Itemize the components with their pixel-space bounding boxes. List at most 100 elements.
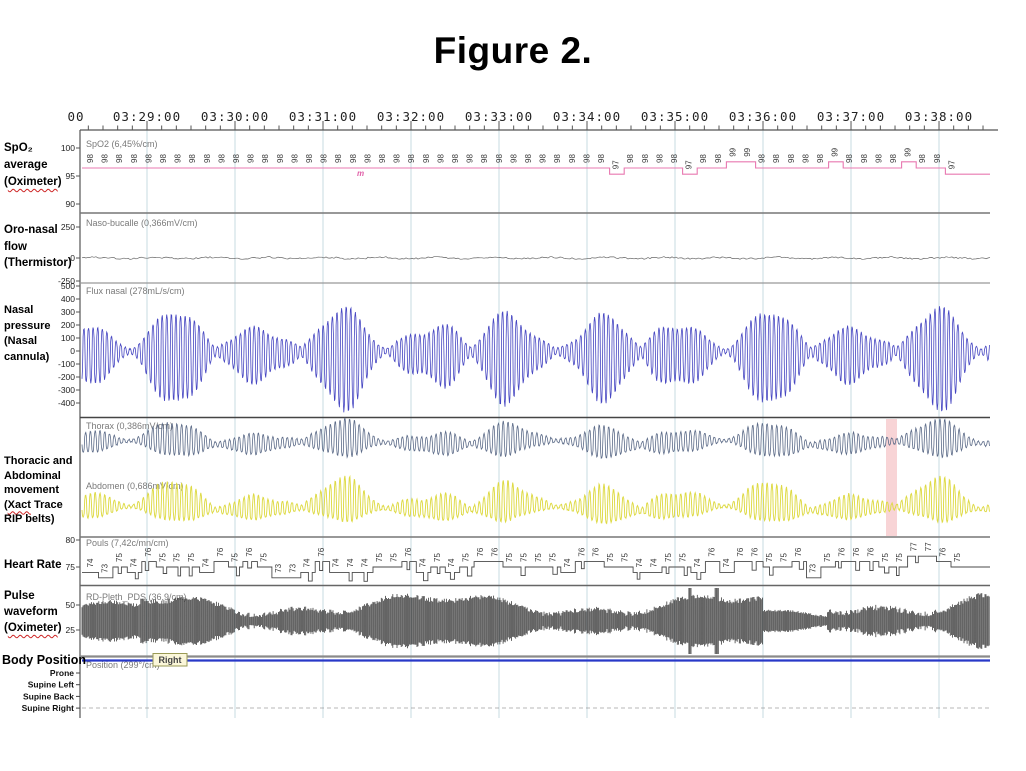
spo2-value-label: 98 — [188, 154, 197, 163]
spo2-value-label: 98 — [816, 154, 825, 163]
heart-rate-value-label: 75 — [780, 553, 789, 562]
time-label: 03:30:00 — [201, 109, 269, 124]
spo2-value-label: 98 — [874, 154, 883, 163]
heart-rate-value-label: 74 — [418, 558, 427, 567]
time-label: 03:34:00 — [553, 109, 621, 124]
body-position-tag-box — [152, 653, 188, 667]
misspelled-word: Oximeter — [7, 622, 58, 634]
oronasal-trace — [81, 256, 991, 260]
time-label: 03:33:00 — [465, 109, 533, 124]
spo2-value-label: 97 — [685, 160, 694, 169]
spo2-value-label: 98 — [115, 154, 124, 163]
heart-rate-value-label: 76 — [852, 547, 861, 556]
spo2-value-label: 98 — [860, 154, 869, 163]
heart-rate-value-label: 74 — [650, 558, 659, 567]
thorax-trace — [81, 417, 990, 459]
y-tick-label: 0 — [70, 346, 75, 356]
misspelled-word: Xact — [7, 498, 31, 511]
row-label-line: (Thermistor) — [4, 257, 72, 269]
heart-rate-value-label: 74 — [722, 558, 731, 567]
heart-rate-value-label: 75 — [187, 553, 196, 562]
spo2-value-label: 98 — [758, 154, 767, 163]
position-scale-label: Supine Left — [28, 680, 74, 690]
spo2-value-label: 98 — [495, 154, 504, 163]
spo2-value-label: 98 — [509, 154, 518, 163]
y-tick-label: 80 — [66, 535, 76, 545]
time-axis: 00 03:29:00 03:30:00 03:31:00 03:32:00 03:33:… — [67, 109, 998, 131]
y-tick-label: 400 — [61, 294, 75, 304]
spo2-value-label: 98 — [203, 154, 212, 163]
heart-rate-value-label: 76 — [592, 547, 601, 556]
pouls-y-ticks: 80 75 — [66, 535, 80, 572]
heart-rate-value-label: 76 — [707, 547, 716, 556]
heart-rate-value-label: 75 — [621, 553, 630, 562]
heart-rate-value-label: 75 — [678, 553, 687, 562]
heart-rate-value-label: 74 — [202, 558, 211, 567]
spo2-value-label: 98 — [232, 154, 241, 163]
heart-rate-value-label: 77 — [910, 542, 919, 551]
row-label-line: SpO₂ — [4, 142, 33, 154]
y-tick-label: 50 — [66, 600, 76, 610]
time-label: 03:31:00 — [289, 109, 357, 124]
y-tick-label: 300 — [61, 307, 75, 317]
heart-rate-value-label: 73 — [809, 563, 818, 572]
spo2-value-label: 98 — [86, 154, 95, 163]
heart-rate-value-label: 75 — [534, 553, 543, 562]
abdomen-trace — [81, 474, 990, 525]
heart-rate-value-label: 75 — [115, 553, 124, 562]
heart-rate-value-label: 75 — [231, 553, 240, 562]
spo2-value-label: 98 — [101, 154, 110, 163]
spo2-value-label: 98 — [159, 154, 168, 163]
spo2-value-label: 98 — [349, 154, 358, 163]
row-label-line: Abdominal — [4, 469, 61, 482]
y-tick-label: -100 — [58, 359, 75, 369]
spo2-value-label: 98 — [174, 154, 183, 163]
spo2-value-label: 98 — [670, 154, 679, 163]
signal-label-spo2: SpO2 (6,45%/cm) — [86, 139, 158, 149]
minute-gridlines — [146, 130, 940, 718]
spo2-value-label: 97 — [612, 160, 621, 169]
row-label-line: Nasal — [4, 304, 34, 316]
row-label-line: Oro-nasal — [4, 224, 58, 236]
spo2-y-ticks: 100 95 90 — [61, 143, 80, 209]
row-label-line: flow — [4, 240, 27, 253]
heart-rate-value-label: 76 — [476, 547, 485, 556]
row-label-line: pressure — [4, 319, 51, 332]
heart-rate-value-label: 75 — [158, 553, 167, 562]
heart-rate-value-label: 75 — [823, 553, 832, 562]
time-label-partial: 00 — [67, 109, 84, 124]
spo2-value-label: 98 — [787, 154, 796, 163]
heart-rate-value-label: 76 — [866, 547, 875, 556]
heart-rate-value-label: 74 — [129, 558, 138, 567]
spo2-value-label: 98 — [889, 154, 898, 163]
y-tick-label: 100 — [61, 333, 75, 343]
heart-rate-value-label: 75 — [259, 553, 268, 562]
row-label-line: waveform — [4, 606, 58, 618]
heart-rate-value-label: 76 — [216, 547, 225, 556]
signal-label-position: Position (299°/cm) — [86, 660, 160, 670]
row-label-spo2: SpO₂ average (Oximeter) — [4, 140, 62, 191]
heart-rate-value-label: 75 — [664, 553, 673, 562]
y-tick-label: -250 — [58, 276, 75, 286]
heart-rate-value-label: 75 — [765, 553, 774, 562]
heart-rate-value-label: 76 — [577, 547, 586, 556]
time-label: 03:32:00 — [377, 109, 445, 124]
heart-rate-value-label: 76 — [491, 547, 500, 556]
spo2-value-label: 98 — [144, 154, 153, 163]
spo2-value-label: 98 — [130, 154, 139, 163]
signal-label-thorax: Thorax (0,386mV/cm) — [86, 421, 173, 431]
signal-label-pouls: Pouls (7,42c/mn/cm) — [86, 538, 169, 548]
y-tick-label: 0 — [70, 253, 75, 263]
heart-rate-value-label: 74 — [361, 558, 370, 567]
spo2-value-label: 98 — [772, 154, 781, 163]
spo2-value-label: 98 — [407, 154, 416, 163]
signal-label-nasal: Flux nasal (278mL/s/cm) — [86, 286, 185, 296]
row-label-nasal-pressure: Nasal pressure (Nasal cannula) — [4, 303, 50, 365]
spo2-value-label: 98 — [247, 154, 256, 163]
heart-rate-value-label: 73 — [100, 563, 109, 572]
heart-rate-value-label: 76 — [144, 547, 153, 556]
position-scale-label: Prone — [50, 668, 74, 678]
heart-rate-value-label: 75 — [505, 553, 514, 562]
heart-rate-value-label: 76 — [939, 547, 948, 556]
